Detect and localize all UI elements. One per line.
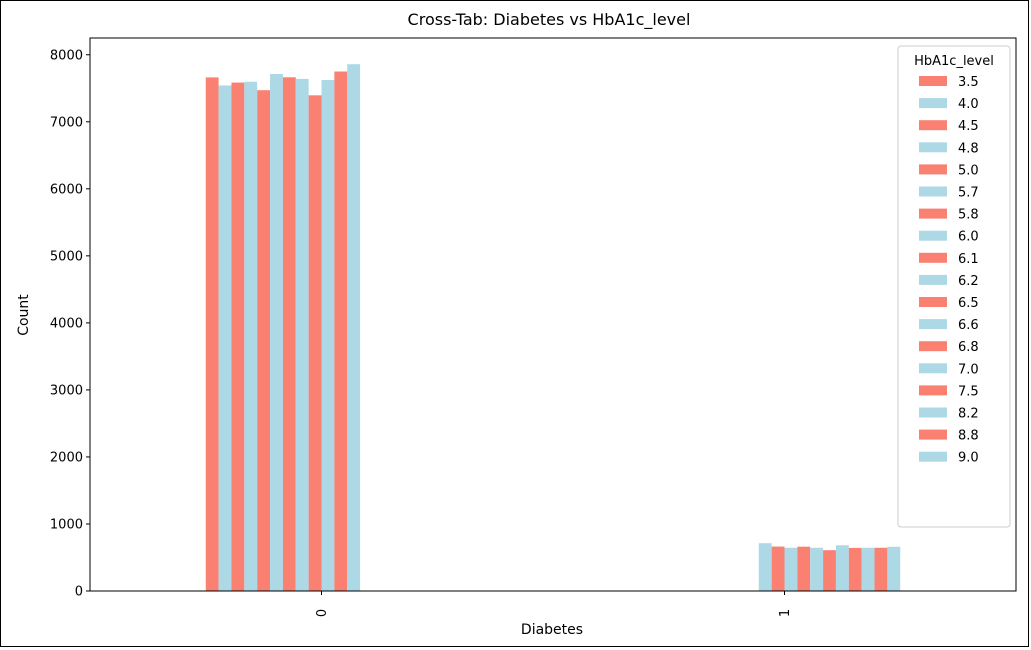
y-tick-label: 6000 bbox=[50, 182, 83, 197]
legend-label: 3.5 bbox=[958, 75, 979, 90]
legend-label: 4.8 bbox=[958, 141, 979, 156]
legend-swatch bbox=[919, 186, 947, 197]
legend-swatch bbox=[919, 297, 947, 307]
plot-area-frame bbox=[89, 37, 1017, 592]
legend-title: HbA1c_level bbox=[914, 54, 994, 69]
x-tick-label: 1 bbox=[778, 609, 793, 617]
bar bbox=[308, 95, 322, 591]
legend-swatch bbox=[919, 429, 947, 440]
legend-label: 6.2 bbox=[958, 274, 979, 289]
bar bbox=[257, 90, 271, 591]
bar bbox=[205, 77, 219, 591]
y-tick-label: 7000 bbox=[50, 115, 83, 130]
bar bbox=[321, 79, 335, 592]
legend-swatch bbox=[919, 230, 947, 241]
y-tick-label: 2000 bbox=[50, 450, 83, 465]
legend-label: 5.8 bbox=[958, 208, 979, 223]
legend-label: 7.5 bbox=[958, 384, 979, 399]
legend-label: 8.8 bbox=[958, 429, 979, 444]
y-tick-label: 0 bbox=[75, 585, 83, 600]
legend-box bbox=[897, 45, 1011, 528]
legend-swatch bbox=[919, 164, 947, 175]
bar bbox=[771, 546, 785, 591]
bars-group bbox=[205, 64, 901, 592]
bar bbox=[231, 82, 245, 591]
legend-swatch bbox=[919, 451, 947, 462]
bar bbox=[797, 546, 811, 591]
bar bbox=[784, 547, 798, 591]
legend-swatch bbox=[919, 252, 947, 263]
legend-label: 6.0 bbox=[958, 230, 979, 245]
legend-label: 4.0 bbox=[958, 97, 979, 112]
y-tick-label: 8000 bbox=[50, 48, 83, 63]
bar bbox=[347, 64, 361, 591]
chart-title: Cross-Tab: Diabetes vs HbA1c_level bbox=[408, 10, 691, 30]
bar bbox=[334, 71, 348, 591]
y-axis: 0 1000 2000 3000 4000 5000 6000 7000 8000 bbox=[50, 48, 90, 600]
bar bbox=[861, 547, 875, 591]
bar bbox=[758, 543, 772, 591]
bar bbox=[887, 546, 901, 591]
legend-swatch bbox=[919, 385, 947, 396]
bar bbox=[848, 547, 862, 591]
legend-label: 6.6 bbox=[958, 318, 979, 333]
bar bbox=[874, 547, 888, 591]
y-tick-label: 5000 bbox=[50, 249, 83, 264]
bar bbox=[835, 545, 849, 591]
legend-swatch bbox=[919, 341, 947, 352]
legend-label: 6.8 bbox=[958, 340, 979, 355]
legend-swatch bbox=[919, 274, 947, 285]
legend-label: 7.0 bbox=[958, 362, 979, 377]
x-tick-label: 0 bbox=[315, 609, 330, 617]
x-axis-title: Diabetes bbox=[521, 622, 583, 638]
legend-label: 5.0 bbox=[958, 163, 979, 178]
legend: HbA1c_level 3.5 4.0 4.5 4.8 5.0 5.7 5.8 6.0 6.1 6… bbox=[897, 45, 1011, 528]
legend-label: 8.2 bbox=[958, 407, 979, 422]
legend-items: 3.5 4.0 4.5 4.8 5.0 5.7 5.8 6.0 6.1 6.2 6.5 6.6 6.8 7… bbox=[919, 75, 979, 466]
legend-swatch bbox=[919, 120, 947, 131]
y-tick-label: 4000 bbox=[50, 316, 83, 331]
y-tick-label: 3000 bbox=[50, 383, 83, 398]
bar bbox=[282, 77, 296, 591]
legend-swatch bbox=[919, 76, 947, 86]
legend-label: 6.1 bbox=[958, 252, 979, 267]
y-tick-label: 1000 bbox=[50, 517, 83, 532]
bar bbox=[218, 85, 232, 592]
bar bbox=[295, 78, 309, 591]
bar bbox=[823, 550, 836, 591]
legend-swatch bbox=[919, 363, 947, 374]
legend-swatch bbox=[919, 208, 947, 219]
bar bbox=[270, 74, 283, 591]
bar bbox=[244, 81, 258, 592]
y-axis-title: Count bbox=[16, 294, 32, 336]
legend-swatch bbox=[919, 98, 947, 109]
legend-label: 4.5 bbox=[958, 119, 979, 134]
legend-swatch bbox=[919, 407, 947, 418]
legend-swatch bbox=[919, 319, 947, 330]
bar bbox=[810, 547, 824, 591]
legend-swatch bbox=[919, 142, 947, 153]
legend-label: 9.0 bbox=[958, 451, 979, 466]
legend-label: 5.7 bbox=[958, 186, 979, 201]
legend-label: 6.5 bbox=[958, 296, 979, 311]
